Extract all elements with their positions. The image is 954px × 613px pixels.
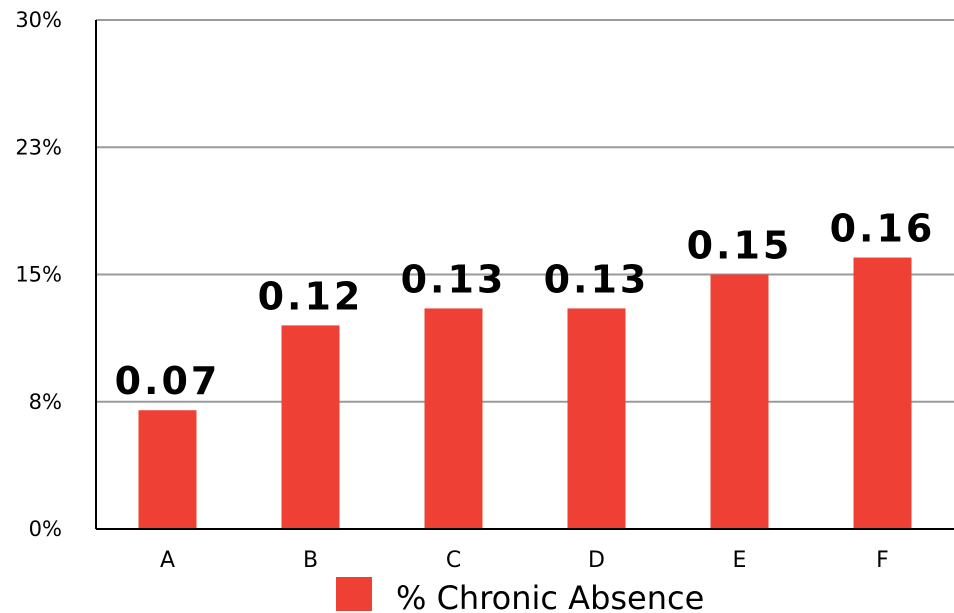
data-label: 0.13 (544, 257, 650, 301)
legend-swatch (336, 577, 372, 611)
bars (138, 257, 912, 529)
y-tick-label: 0% (29, 517, 62, 541)
x-category-label: F (876, 548, 889, 573)
data-label: 0.15 (687, 224, 793, 268)
legend-label: % Chronic Absence (396, 579, 704, 613)
y-axis-ticks: 0% 8% 15% 23% 30% (15, 8, 62, 541)
x-category-label: D (588, 548, 605, 573)
y-tick-label: 15% (15, 263, 62, 287)
data-label: 0.07 (115, 359, 221, 403)
gridlines (96, 19, 954, 403)
bar (710, 274, 769, 529)
x-axis-categories: A B C D E F (160, 548, 889, 573)
legend: % Chronic Absence (336, 577, 704, 613)
data-label: 0.16 (830, 207, 936, 251)
y-tick-label: 23% (15, 135, 62, 159)
data-label: 0.13 (401, 257, 507, 301)
x-category-label: E (733, 548, 747, 573)
x-category-label: C (446, 548, 461, 573)
bar (281, 325, 340, 529)
data-labels: 0.07 0.12 0.13 0.13 0.15 0.16 (115, 207, 936, 404)
x-category-label: A (160, 548, 175, 573)
bar (424, 308, 483, 529)
bar (138, 410, 197, 529)
bar (853, 257, 912, 529)
data-label: 0.12 (258, 274, 364, 318)
x-category-label: B (303, 548, 318, 573)
bar (567, 308, 626, 529)
y-tick-label: 30% (15, 8, 62, 32)
y-tick-label: 8% (29, 390, 62, 414)
